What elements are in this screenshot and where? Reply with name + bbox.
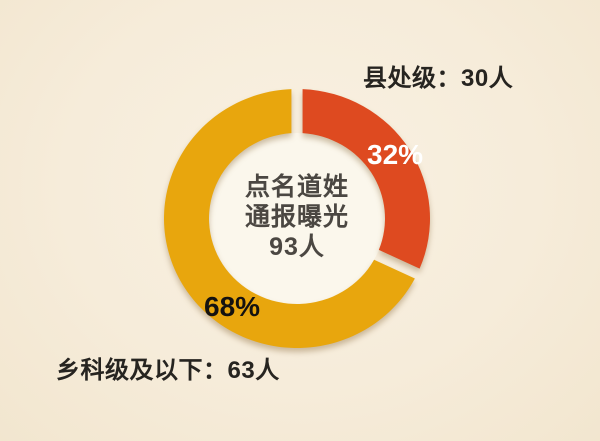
donut-slice-township-and-below xyxy=(164,89,415,349)
center-text-line-2: 通报曝光 xyxy=(244,203,349,231)
percent-label-township-and-below: 68% xyxy=(204,291,261,322)
donut-slice-county-level xyxy=(302,89,430,269)
callout-township-and-below: 乡科级及以下：63人 xyxy=(56,357,280,384)
percent-label-county-level: 32% xyxy=(367,139,424,170)
center-text-line-3: 93人 xyxy=(269,233,325,261)
callout-county-level: 县处级：30人 xyxy=(363,65,514,92)
donut-center-text: 点名道姓 通报曝光 93人 xyxy=(187,172,407,262)
center-text-line-1: 点名道姓 xyxy=(244,173,349,201)
donut-hole xyxy=(209,133,385,304)
